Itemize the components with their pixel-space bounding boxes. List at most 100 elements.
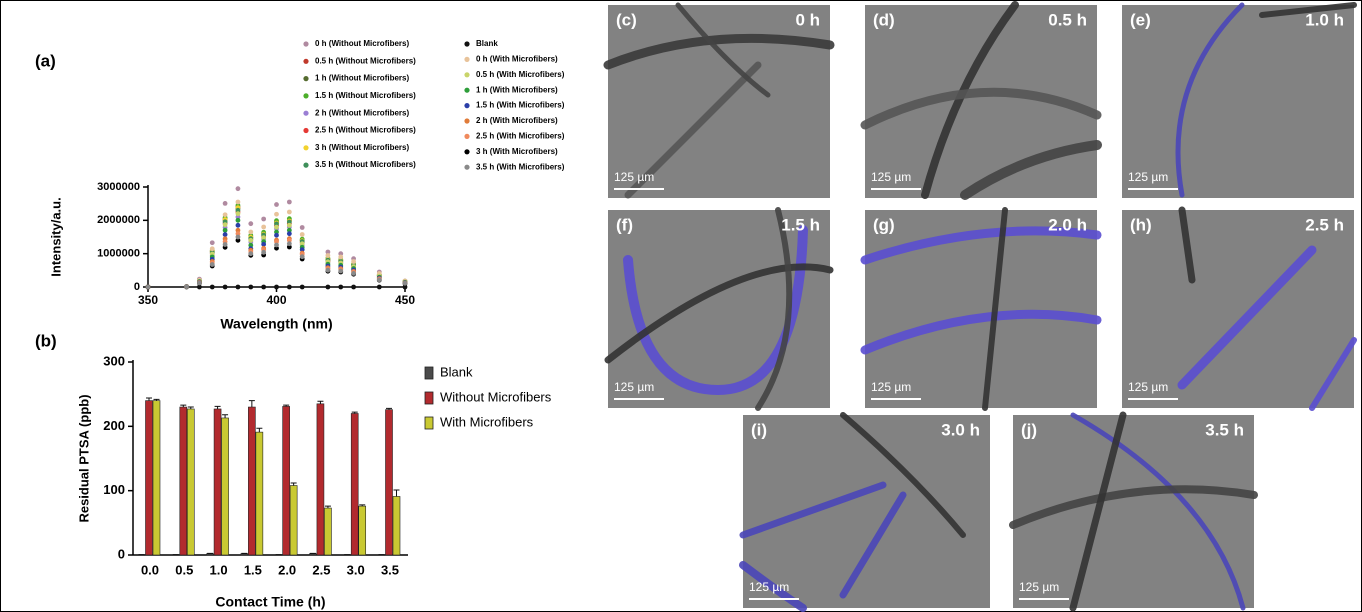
bar	[187, 409, 194, 555]
data-point	[287, 241, 292, 246]
legend-label: 2.5 h (With Microfibers)	[476, 132, 565, 141]
data-point	[261, 217, 266, 222]
data-point	[326, 268, 331, 273]
legend-marker	[303, 111, 308, 116]
bar	[146, 401, 153, 555]
time-label: 2.0 h	[1048, 215, 1087, 234]
x-tick-label: 3.5	[381, 562, 399, 577]
data-point	[223, 232, 228, 237]
bar	[222, 418, 229, 555]
micrograph-shade	[1122, 210, 1354, 408]
legend-label: 3.5 h (Without Microfibers)	[315, 160, 416, 169]
data-point	[274, 225, 279, 230]
data-point	[261, 285, 266, 290]
micrograph-panel: (f)1.5 h125 µm	[608, 210, 830, 408]
data-point	[300, 254, 305, 259]
legend-marker	[303, 76, 308, 81]
scale-label: 125 µm	[614, 380, 654, 394]
data-point	[403, 281, 408, 286]
panel-title: (a)	[35, 51, 56, 70]
bar	[207, 554, 214, 555]
panel-label: (f)	[616, 215, 633, 234]
data-point	[338, 255, 343, 260]
micrograph-shade	[743, 415, 990, 608]
legend-marker	[303, 59, 308, 64]
legend-marker	[464, 149, 469, 154]
legend-label: 0 h (With Microfibers)	[476, 55, 558, 64]
legend-marker	[464, 88, 469, 93]
panel-label: (i)	[751, 420, 767, 439]
y-axis-label: Residual PTSA (ppb)	[76, 394, 91, 522]
legend-label: Without Microfibers	[440, 389, 552, 404]
legend-label: 2.5 h (Without Microfibers)	[315, 126, 416, 135]
legend-marker	[464, 103, 469, 108]
y-tick-label: 0	[134, 281, 140, 293]
x-tick-label: 0.0	[141, 562, 159, 577]
legend-label: 0.5 h (With Microfibers)	[476, 70, 565, 79]
bar	[180, 407, 187, 555]
micrograph-shade	[1122, 5, 1354, 198]
x-tick-label: 2.0	[278, 562, 296, 577]
legend-label: 3 h (With Microfibers)	[476, 147, 558, 156]
legend-label: Blank	[440, 364, 473, 379]
data-point	[223, 222, 228, 227]
y-tick-label: 300	[103, 353, 125, 368]
bar	[359, 506, 366, 555]
panel-label: (e)	[1130, 10, 1151, 29]
scale-label: 125 µm	[749, 580, 789, 594]
legend-label: 1 h (With Microfibers)	[476, 85, 558, 94]
legend-swatch	[425, 367, 433, 379]
data-point	[210, 240, 215, 245]
bar	[351, 413, 358, 555]
data-point	[274, 243, 279, 248]
legend-marker	[303, 128, 308, 133]
bar	[309, 554, 316, 555]
data-point	[287, 285, 292, 290]
bar	[241, 554, 248, 555]
legend-label: 1.5 h (With Microfibers)	[476, 101, 565, 110]
scale-label: 125 µm	[1019, 580, 1059, 594]
time-label: 0 h	[795, 10, 820, 29]
data-point	[287, 231, 292, 236]
data-point	[236, 200, 241, 205]
panel-title: (b)	[35, 331, 57, 350]
x-tick-label: 350	[138, 293, 158, 307]
legend-label: 3.5 h (With Microfibers)	[476, 162, 565, 171]
panel-label: (j)	[1021, 420, 1037, 439]
x-tick-label: 3.0	[347, 562, 365, 577]
legend-marker	[303, 145, 308, 150]
data-point	[236, 285, 241, 290]
panel-label: (g)	[873, 215, 895, 234]
data-point	[236, 186, 241, 191]
legend-label: 3 h (Without Microfibers)	[315, 143, 409, 152]
time-label: 3.5 h	[1205, 420, 1244, 439]
legend-label: 0 h (Without Microfibers)	[315, 39, 409, 48]
legend-marker	[464, 41, 469, 46]
y-tick-label: 1000000	[97, 248, 140, 260]
bar	[214, 409, 221, 555]
data-point	[377, 285, 382, 290]
scale-label: 125 µm	[871, 380, 911, 394]
data-point	[236, 211, 241, 216]
time-label: 1.0 h	[1305, 10, 1344, 29]
legend-marker	[464, 57, 469, 62]
legend-label: 1.5 h (Without Microfibers)	[315, 91, 416, 100]
data-point	[326, 285, 331, 290]
data-point	[274, 233, 279, 238]
bar	[393, 496, 400, 555]
y-tick-label: 200	[103, 418, 125, 433]
legend-marker	[464, 72, 469, 77]
data-point	[184, 284, 189, 289]
data-point	[236, 218, 241, 223]
y-tick-label: 100	[103, 482, 125, 497]
micrograph-panel: (j) 3.5 h 125 µm	[1013, 415, 1254, 608]
time-label: 2.5 h	[1305, 215, 1344, 234]
x-tick-label: 0.5	[175, 562, 193, 577]
legend-label: 0.5 h (Without Microfibers)	[315, 56, 416, 65]
data-point	[338, 269, 343, 274]
bar	[386, 410, 393, 555]
y-axis-label: Intensity/a.u.	[48, 197, 63, 276]
data-point	[287, 200, 292, 205]
